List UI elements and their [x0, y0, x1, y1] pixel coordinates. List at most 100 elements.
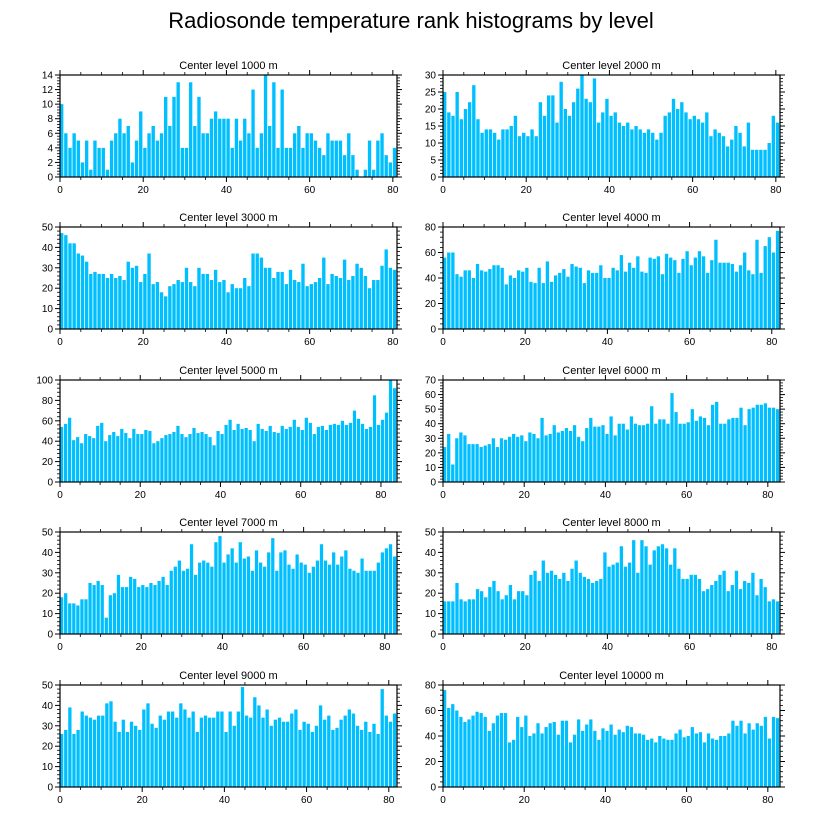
panel-10-ytick-label-0: 0 — [430, 783, 436, 794]
panel-2-bar-24 — [542, 115, 547, 177]
panel-10-bar-64 — [702, 742, 707, 787]
panel-3-bar-49 — [263, 267, 268, 329]
panel-2-bar-44 — [626, 122, 630, 177]
panel-8-bar-49 — [644, 546, 648, 634]
panel-1-bar-78 — [384, 155, 388, 177]
panel-6-bar-44 — [621, 423, 625, 482]
panel-7-bar-11 — [104, 617, 108, 634]
panel-7-bar-63 — [315, 560, 320, 634]
panel-2-bar-71 — [738, 132, 742, 177]
panel-9-bar-21 — [146, 703, 150, 787]
panel-6-bar-68 — [719, 423, 723, 482]
panel-4-bar-1 — [447, 252, 451, 329]
panel-3-bar-77 — [380, 265, 384, 329]
panel-3-bar-58 — [301, 263, 305, 329]
panel-10-bar-32 — [572, 734, 577, 787]
panel-3-bar-71 — [355, 263, 359, 329]
panel-6-bar-13 — [495, 447, 500, 482]
panel-4-bar-42 — [615, 270, 619, 329]
panel-5-bar-4 — [76, 437, 80, 482]
panel-2-bar-12 — [492, 132, 497, 177]
panel-9-ytick-label-1: 10 — [42, 762, 54, 773]
panel-6-bar-14 — [499, 438, 504, 482]
panel-7-bar-20 — [141, 585, 145, 634]
panel-4-bar-40 — [607, 278, 611, 329]
panel-2-bar-78 — [767, 143, 771, 177]
panel-3-ytick-label-5: 50 — [42, 223, 54, 234]
panel-2-bar-26 — [551, 95, 555, 177]
panel-6-bar-0 — [443, 447, 447, 482]
panel-9-bar-70 — [347, 709, 351, 787]
panel-3-bar-5 — [80, 255, 85, 329]
panel-8-bar-29 — [562, 572, 566, 634]
panel-3-bar-69 — [347, 280, 351, 329]
panel-5-ytick-label-3: 60 — [42, 416, 54, 427]
panel-5-bar-67 — [328, 424, 333, 482]
panel-1-bar-16 — [126, 126, 130, 177]
panel-7-bar-21 — [145, 587, 149, 634]
panel-9-bar-67 — [335, 727, 339, 787]
panel-2-bar-8 — [476, 119, 480, 177]
panel-9-bar-30 — [183, 709, 187, 787]
panel-9-bar-47 — [253, 697, 257, 787]
panel-5-bar-5 — [80, 443, 84, 482]
panel-6-bar-64 — [702, 417, 707, 482]
panel-3-bar-28 — [176, 280, 180, 329]
panel-2-bar-6 — [467, 102, 472, 177]
panel-5-bar-25 — [160, 438, 164, 482]
panel-3-bar-37 — [213, 269, 218, 329]
panel-9-bar-18 — [133, 725, 138, 787]
panel-8-bar-30 — [566, 580, 570, 634]
panel-8-ytick-label-0: 0 — [430, 630, 436, 641]
panel-9-bar-79 — [384, 715, 388, 787]
panel-7-xtick-label-1: 20 — [136, 642, 148, 653]
panel-2-bar-40 — [609, 115, 613, 177]
panel-3-bar-39 — [222, 280, 226, 329]
panel-3-bar-46 — [251, 253, 255, 329]
panel-5-bar-22 — [148, 431, 152, 482]
panel-1-bar-19 — [139, 111, 143, 177]
panel-1-bar-50 — [268, 126, 272, 177]
panel-9-bar-34 — [199, 717, 204, 787]
panel-2-bar-17 — [513, 115, 518, 177]
panel-7-bar-66 — [327, 564, 332, 634]
panel-2-ytick-label-4: 20 — [425, 105, 437, 116]
panel-1-bar-3 — [72, 133, 76, 177]
panel-10-bar-55 — [666, 739, 670, 787]
panel-8-bar-27 — [553, 574, 558, 634]
panel-6-bar-74 — [743, 425, 747, 482]
panel-9-bar-25 — [162, 719, 167, 787]
panel-6-bar-78 — [759, 404, 763, 482]
panel-3-bar-53 — [280, 271, 284, 329]
panel-4-bar-11 — [488, 269, 492, 329]
panel-10-bar-29 — [560, 720, 565, 787]
panel-8-ytick-label-4: 40 — [425, 548, 437, 559]
panel-8-bar-28 — [558, 578, 562, 634]
panel-3-xtick-label-2: 40 — [221, 337, 233, 348]
panel-7-bar-28 — [173, 566, 177, 634]
panel-8-xtick-label-3: 60 — [684, 642, 696, 653]
panel-3-bar-36 — [209, 280, 214, 329]
panel-8-bar-34 — [582, 576, 587, 634]
panel-3-bar-56 — [292, 280, 297, 329]
panel-9-ytick-label-5: 50 — [42, 681, 54, 692]
panel-7-bar-5 — [80, 599, 84, 634]
panel-10-bar-17 — [512, 739, 516, 787]
panel-2-bar-68 — [725, 146, 730, 177]
panel-2-bar-42 — [617, 122, 622, 177]
panel-1-bar-76 — [376, 140, 380, 177]
panel-8-ytick-label-1: 10 — [425, 609, 437, 620]
panel-3-bar-72 — [359, 267, 363, 329]
panel-7-bar-56 — [287, 564, 291, 634]
panel-5-bar-34 — [196, 433, 200, 482]
panel-10-bar-40 — [605, 730, 609, 787]
panel-3-bar-64 — [326, 284, 330, 329]
panel-9-bar-75 — [368, 731, 372, 787]
panel-8-bar-68 — [722, 570, 726, 634]
panel-6-ytick-label-0: 0 — [430, 478, 436, 489]
panel-4-bar-56 — [673, 260, 677, 329]
panel-7-title: Center level 7000 m — [179, 517, 277, 529]
panel-8-bar-77 — [759, 578, 763, 634]
panel-4-bar-8 — [475, 263, 480, 329]
panel-3-ytick-label-4: 40 — [42, 243, 54, 254]
